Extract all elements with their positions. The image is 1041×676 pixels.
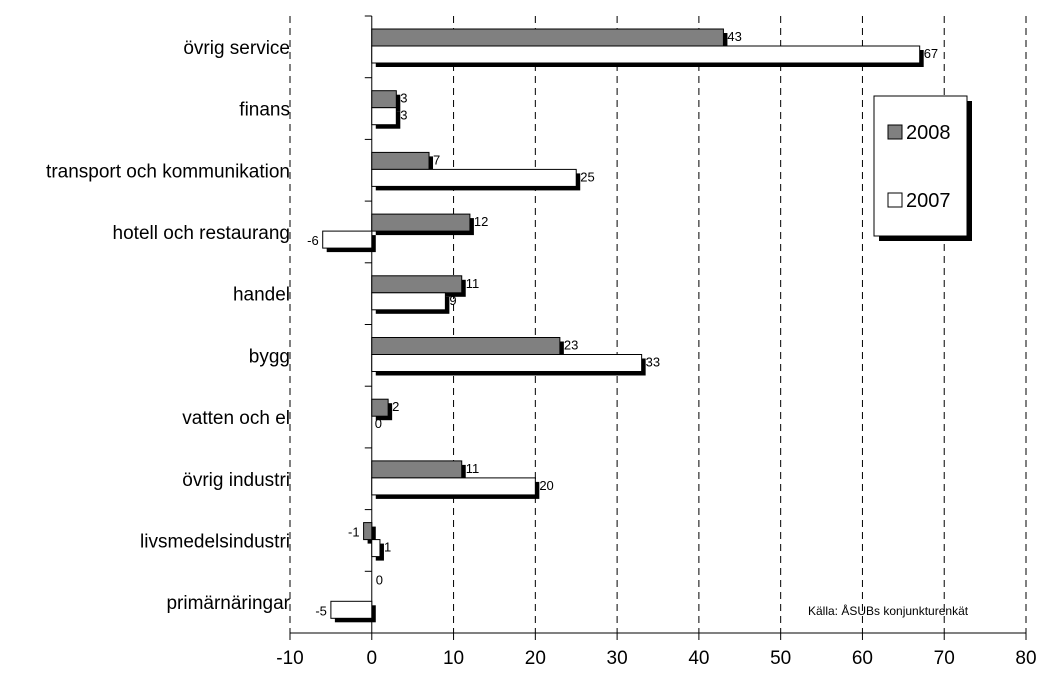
bar-2007 <box>371 168 577 187</box>
x-tick-label: 0 <box>366 648 377 669</box>
x-tick-labels: -10 0 10 20 30 40 50 60 70 80 <box>276 648 1036 669</box>
data-label: 33 <box>646 355 660 370</box>
category-label: övrig service <box>183 38 290 59</box>
data-label: -6 <box>307 233 319 248</box>
category-label: handel <box>233 285 290 306</box>
x-tick-label: 10 <box>443 648 464 669</box>
data-label: 9 <box>449 293 456 308</box>
bar-2007 <box>371 107 397 126</box>
legend-swatch-2008 <box>887 124 903 140</box>
bar-2007 <box>322 230 373 249</box>
legend-label-2008: 2008 <box>906 122 951 144</box>
category-label: transport och kommunikation <box>46 161 290 182</box>
x-tick-label: 80 <box>1015 648 1036 669</box>
category-label: hotell och restaurang <box>113 223 290 244</box>
data-label: 3 <box>400 108 407 123</box>
data-label: 11 <box>466 276 480 291</box>
data-label: -5 <box>315 603 327 618</box>
category-label: primärnäringar <box>166 593 290 614</box>
x-tick-label: 60 <box>852 648 873 669</box>
bar-2007 <box>330 600 373 619</box>
bars <box>322 28 924 623</box>
bar-2008 <box>371 275 463 294</box>
bar-2007 <box>371 477 536 496</box>
bar-2008 <box>371 213 471 232</box>
x-tick-label: 40 <box>688 648 709 669</box>
legend-box <box>873 95 968 237</box>
x-tick-label: 70 <box>934 648 955 669</box>
source-annotation: Källa: ÅSUBs konjunkturenkät <box>808 603 969 618</box>
data-label: 23 <box>564 338 578 353</box>
legend-label-2007: 2007 <box>906 190 951 212</box>
x-tick-label: -10 <box>276 648 303 669</box>
data-label: 25 <box>580 169 594 184</box>
category-label: övrig industri <box>182 470 290 491</box>
bar-2007 <box>371 354 643 372</box>
data-label: 43 <box>727 29 741 44</box>
legend: 2008 2007 <box>873 95 972 241</box>
bar-2008 <box>371 398 389 417</box>
data-label: 1 <box>384 540 391 555</box>
category-label: livsmedelsindustri <box>140 531 290 552</box>
bar-2007 <box>371 45 921 64</box>
category-label: vatten och el <box>182 408 290 429</box>
data-label: 20 <box>539 478 553 493</box>
category-label: bygg <box>249 346 290 367</box>
bar-2008 <box>371 337 561 355</box>
bar-2008 <box>363 522 373 541</box>
data-label: 0 <box>376 572 383 587</box>
x-tick-label: 20 <box>525 648 546 669</box>
bar-2008 <box>371 90 397 109</box>
bar-2008 <box>371 28 724 47</box>
bar-2008 <box>371 460 463 479</box>
bar-2007 <box>371 292 446 311</box>
category-labels: övrig service finans transport och kommuni… <box>46 38 291 614</box>
category-label: finans <box>239 100 290 121</box>
data-label: 67 <box>924 46 938 61</box>
data-label: 2 <box>392 399 399 414</box>
bar-2007 <box>371 539 381 558</box>
bar-2008 <box>371 151 430 170</box>
data-label: 12 <box>474 214 488 229</box>
data-label: 0 <box>375 416 382 431</box>
data-label: 3 <box>400 91 407 106</box>
x-tick-label: 50 <box>770 648 791 669</box>
data-label: 7 <box>433 152 440 167</box>
x-tick-label: 30 <box>607 648 628 669</box>
legend-swatch-2007 <box>887 192 903 208</box>
data-label: 11 <box>466 461 480 476</box>
data-label: -1 <box>348 525 360 540</box>
